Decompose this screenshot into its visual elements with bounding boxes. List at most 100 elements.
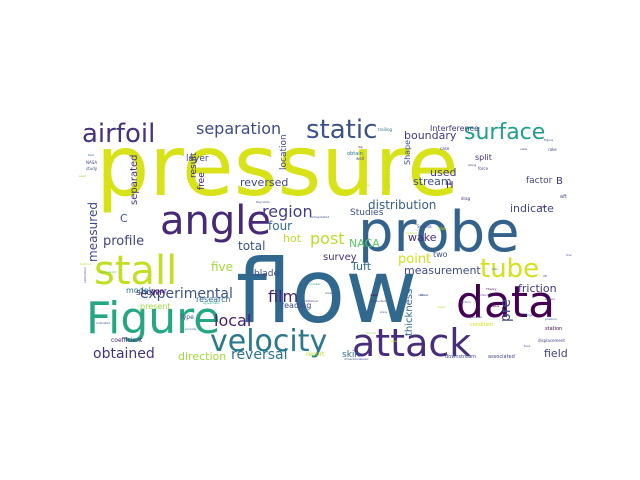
cloud-word: ratio [418,293,425,297]
cloud-word: occurs [366,331,376,335]
cloud-word: flow [236,240,417,343]
cloud-word: chord [480,293,489,297]
cloud-word: trailing [378,127,393,132]
cloud-word: Shape [403,140,412,165]
cloud-word: research [196,295,231,304]
cloud-word: velocity [210,324,327,359]
cloud-word: also [492,267,498,271]
cloud-word: Speeds [417,224,432,229]
cloud-word: Difference [384,153,392,189]
cloud-word: aft [560,194,567,200]
cloud-word: obtain [347,151,363,157]
cloud-word: two [433,250,448,259]
cloud-word: lift [543,274,548,278]
cloud-word: four [268,219,292,233]
cloud-word: extrapolated [310,215,329,219]
cloud-word: C [120,212,128,225]
cloud-word: measurement [404,264,481,277]
cloud-word: displacement [538,338,565,343]
cloud-word: line [566,253,572,257]
cloud-word: test [88,153,95,157]
cloud-word: factor [526,176,553,186]
cloud-word: Type [179,314,194,321]
cloud-word: separated [129,155,140,206]
cloud-word: reversal [231,347,287,363]
cloud-word: skin [342,350,360,360]
cloud-word: angle [160,198,271,244]
cloud-word: probe [358,200,520,265]
cloud-word: plot [438,226,446,231]
cloud-word: study [86,166,98,171]
cloud-word: region [262,202,313,221]
cloud-word: mean [437,305,446,309]
cloud-word: face [524,344,531,348]
cloud-word: layer [186,154,209,164]
cloud-word: used [430,166,456,179]
cloud-word: survey [323,252,357,263]
cloud-word: NACA [349,237,380,250]
cloud-word: show [390,339,398,343]
cloud-word: along [468,163,476,167]
cloud-word: five [211,260,233,274]
cloud-word: wake [408,231,437,244]
cloud-word: blade [254,269,279,279]
cloud-word: Figure [86,293,220,344]
cloud-word: fine [540,205,546,209]
cloud-word: provide [185,327,196,331]
cloud-word: Studies [350,208,384,218]
cloud-word: tube [480,254,539,284]
cloud-word: near [151,287,167,295]
cloud-word: force [478,166,489,171]
cloud-word: view [520,147,527,151]
cloud-word: Small [420,293,428,297]
cloud-word: total [238,239,265,253]
cloud-word: Interference [430,124,479,133]
cloud-word: measured [86,202,100,262]
cloud-word: agreement [203,301,220,305]
cloud-word: NASA [86,160,97,165]
cloud-word: rake [548,147,557,152]
cloud-word: coefficient [111,337,143,344]
cloud-word: zone [380,310,387,314]
cloud-word: location [279,134,289,170]
cloud-word: associated [488,354,515,360]
cloud-word: dip [358,145,363,149]
cloud-word: indicated [96,321,110,325]
cloud-word: split [475,153,492,162]
cloud-word: well [356,156,364,161]
cloud-word: edge [362,183,370,187]
cloud-word: obtained [93,346,155,362]
cloud-word: point [398,252,431,267]
cloud-word: stream [413,175,452,188]
cloud-word: Tuft [350,260,372,273]
cloud-word: Aeroelastic [100,270,117,274]
cloud-word: conducted [370,299,386,303]
cloud-word: position [545,317,557,321]
cloud-word: lower [370,293,379,297]
cloud-word: Figure [544,138,553,142]
cloud-word: seen [79,174,86,178]
cloud-word: reading [281,301,311,310]
cloud-word: boundary [404,129,457,142]
cloud-word: present [140,302,170,311]
cloud-word: B [556,176,563,187]
cloud-word: value [491,304,499,308]
cloud-word: surface [464,120,545,145]
cloud-word: drag [461,196,471,201]
cloud-word: dimensionalized [344,357,368,361]
cloud-word: model [126,286,151,295]
cloud-word: data [456,277,555,328]
cloud-word: H [446,180,454,191]
cloud-word: profile [103,234,144,249]
cloud-word: condition [470,322,493,328]
cloud-word: downstream [445,354,476,360]
cloud-word: additional [303,299,318,303]
cloud-word: area [325,291,332,295]
cloud-word: shown [136,288,165,298]
cloud-word: report [306,351,325,358]
cloud-word: indicate [510,202,554,215]
cloud-word: number [309,282,321,286]
cloud-word: local [214,311,251,330]
cloud-word: film [268,287,298,306]
